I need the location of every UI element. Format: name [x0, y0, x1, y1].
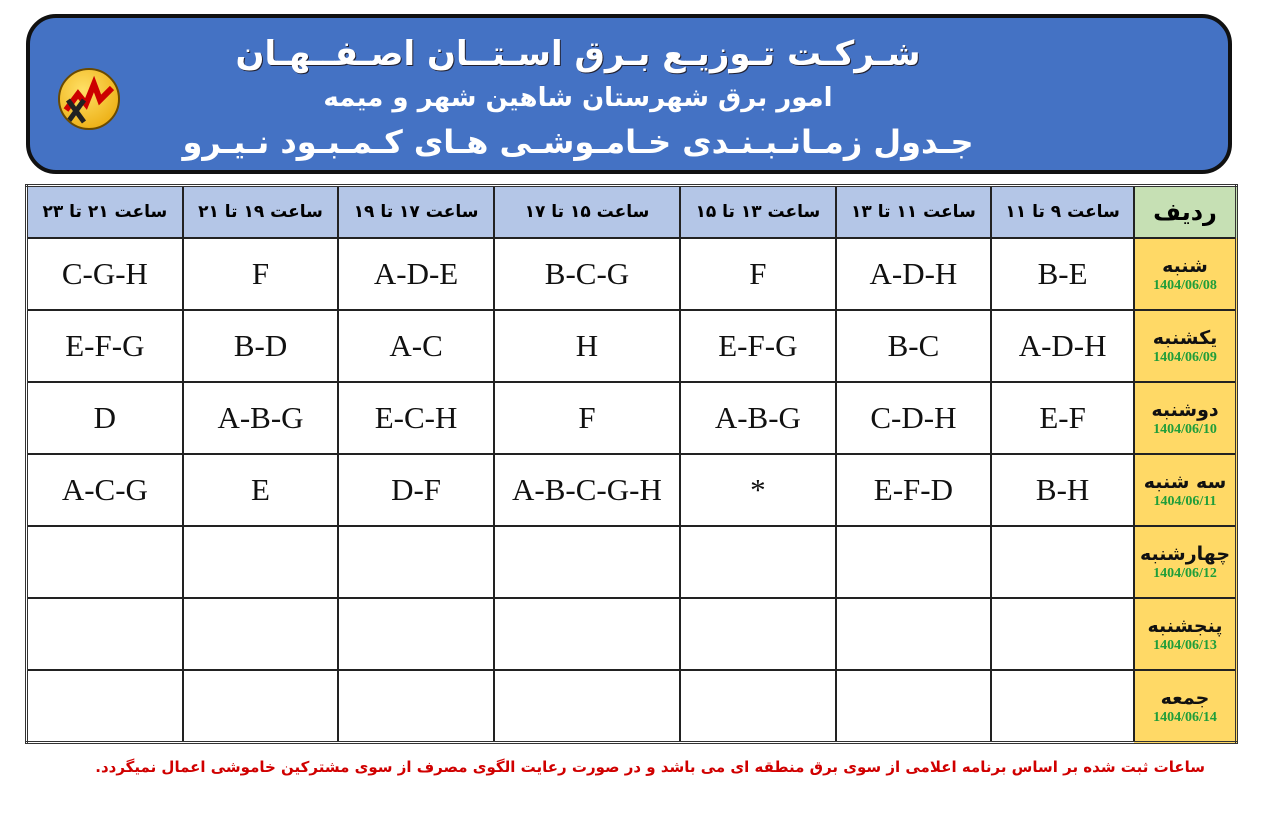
- outage-group-cell: [181, 597, 340, 671]
- outage-group-cell: A-B-G: [679, 381, 837, 455]
- column-header-time: ساعت ۹ تا ۱۱: [990, 184, 1135, 239]
- header-banner: شـرکـت تـوزیـع بـرق اسـتــان اصـفــهـان …: [26, 14, 1232, 174]
- outage-group-cell: [492, 597, 682, 671]
- day-cell: یکشنبه 1404/06/09: [1133, 309, 1238, 383]
- outage-group-cell: D-F: [337, 453, 495, 527]
- outage-group-cell: E-F: [990, 381, 1135, 455]
- outage-group-cell: [990, 597, 1135, 671]
- day-cell: سه شنبه 1404/06/11: [1133, 453, 1238, 527]
- column-header-time: ساعت ۲۱ تا ۲۳: [25, 184, 184, 239]
- column-header-time: ساعت ۱۹ تا ۲۱: [181, 184, 340, 239]
- day-date: 1404/06/08: [1153, 278, 1217, 293]
- day-name: سه شنبه: [1143, 471, 1227, 493]
- outage-group-cell: [337, 525, 495, 599]
- outage-group-cell: [492, 669, 682, 744]
- outage-group-cell: E-F-G: [25, 309, 184, 383]
- outage-group-cell: [679, 669, 837, 744]
- table-row: چهارشنبه 1404/06/12: [25, 525, 1238, 599]
- outage-schedule-table: ردیف ساعت ۹ تا ۱۱ ساعت ۱۱ تا ۱۳ ساعت ۱۳ تا …: [25, 184, 1238, 744]
- outage-group-cell: [834, 525, 993, 599]
- outage-group-cell: [679, 597, 837, 671]
- outage-group-cell: [25, 525, 184, 599]
- outage-group-cell: C-G-H: [25, 237, 184, 311]
- day-cell: جمعه 1404/06/14: [1133, 669, 1238, 744]
- tavanir-logo-icon: [58, 68, 120, 130]
- column-header-time: ساعت ۱۱ تا ۱۳: [834, 184, 993, 239]
- column-header-time: ساعت ۱۳ تا ۱۵: [679, 184, 837, 239]
- outage-group-cell: A-C-G: [25, 453, 184, 527]
- day-date: 1404/06/11: [1153, 494, 1217, 509]
- outage-group-cell: *: [679, 453, 837, 527]
- department-title: امور برق شهرستان شاهین شهر و میمه: [323, 83, 833, 113]
- outage-group-cell: A-C: [337, 309, 495, 383]
- day-date: 1404/06/12: [1153, 566, 1217, 581]
- outage-group-cell: E-F-D: [834, 453, 993, 527]
- header-row: ردیف ساعت ۹ تا ۱۱ ساعت ۱۱ تا ۱۳ ساعت ۱۳ تا …: [25, 184, 1238, 239]
- outage-group-cell: B-E: [990, 237, 1135, 311]
- company-title: شـرکـت تـوزیـع بـرق اسـتــان اصـفــهـان: [235, 34, 921, 74]
- day-date: 1404/06/10: [1153, 422, 1217, 437]
- outage-group-cell: [181, 525, 340, 599]
- outage-group-cell: [679, 525, 837, 599]
- outage-group-cell: B-C: [834, 309, 993, 383]
- outage-group-cell: [492, 525, 682, 599]
- day-name: یکشنبه: [1152, 327, 1218, 349]
- table-row: یکشنبه 1404/06/09 A-D-H B-C E-F-G H A-C B-D E-F-…: [25, 309, 1238, 383]
- outage-group-cell: E-C-H: [337, 381, 495, 455]
- day-name: چهارشنبه: [1139, 543, 1231, 565]
- table-row: جمعه 1404/06/14: [25, 669, 1238, 744]
- day-cell: دوشنبه 1404/06/10: [1133, 381, 1238, 455]
- outage-group-cell: E: [181, 453, 340, 527]
- table-row: شنبه 1404/06/08 B-E A-D-H F B-C-G A-D-E F C-G-H: [25, 237, 1238, 311]
- day-name: شنبه: [1162, 255, 1208, 277]
- outage-group-cell: F: [492, 381, 682, 455]
- outage-group-cell: A-D-H: [834, 237, 993, 311]
- column-header-time: ساعت ۱۵ تا ۱۷: [492, 184, 682, 239]
- outage-group-cell: D: [25, 381, 184, 455]
- outage-group-cell: B-D: [181, 309, 340, 383]
- day-name: جمعه: [1160, 687, 1210, 709]
- outage-group-cell: [25, 597, 184, 671]
- outage-group-cell: [834, 597, 993, 671]
- day-date: 1404/06/13: [1153, 638, 1217, 653]
- day-date: 1404/06/09: [1153, 350, 1217, 365]
- table-row: پنجشنبه 1404/06/13: [25, 597, 1238, 671]
- outage-group-cell: [181, 669, 340, 744]
- column-header-time: ساعت ۱۷ تا ۱۹: [337, 184, 495, 239]
- outage-group-cell: A-D-H: [990, 309, 1135, 383]
- outage-group-cell: [990, 669, 1135, 744]
- table-row: دوشنبه 1404/06/10 E-F C-D-H A-B-G F E-C-H A-B-G…: [25, 381, 1238, 455]
- day-cell: چهارشنبه 1404/06/12: [1133, 525, 1238, 599]
- table-title: جـدول زمـانـبـنـدی خـامـوشـی هـای کـمـبـ…: [182, 123, 974, 161]
- outage-group-cell: [990, 525, 1135, 599]
- table-row: سه شنبه 1404/06/11 B-H E-F-D * A-B-C-G-H D-F E A…: [25, 453, 1238, 527]
- outage-group-cell: [834, 669, 993, 744]
- day-date: 1404/06/14: [1153, 710, 1217, 725]
- outage-group-cell: B-C-G: [492, 237, 682, 311]
- day-name: پنجشنبه: [1147, 615, 1223, 637]
- outage-group-cell: [337, 597, 495, 671]
- outage-group-cell: A-D-E: [337, 237, 495, 311]
- outage-group-cell: A-B-C-G-H: [492, 453, 682, 527]
- outage-group-cell: H: [492, 309, 682, 383]
- outage-group-cell: A-B-G: [181, 381, 340, 455]
- outage-group-cell: F: [181, 237, 340, 311]
- outage-group-cell: F: [679, 237, 837, 311]
- outage-group-cell: [25, 669, 184, 744]
- day-name: دوشنبه: [1151, 399, 1219, 421]
- footer-note: ساعات ثبت شده بر اساس برنامه اعلامی از س…: [95, 758, 1205, 776]
- outage-group-cell: E-F-G: [679, 309, 837, 383]
- outage-group-cell: B-H: [990, 453, 1135, 527]
- outage-group-cell: C-D-H: [834, 381, 993, 455]
- day-cell: شنبه 1404/06/08: [1133, 237, 1238, 311]
- column-header-radif: ردیف: [1133, 184, 1238, 239]
- outage-group-cell: [337, 669, 495, 744]
- day-cell: پنجشنبه 1404/06/13: [1133, 597, 1238, 671]
